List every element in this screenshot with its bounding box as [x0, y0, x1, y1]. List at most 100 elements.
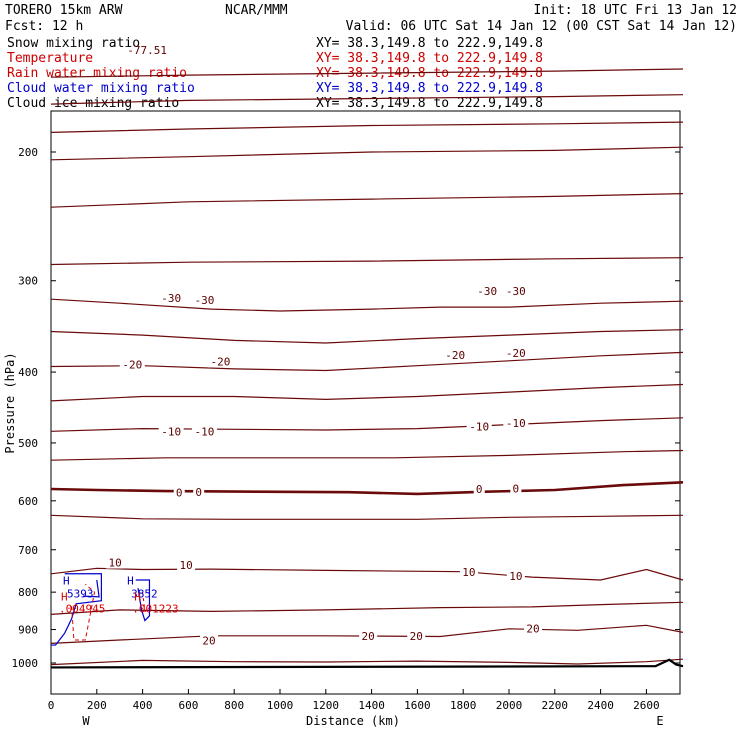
isotherm-10: [50, 567, 684, 581]
y-tick-label: 200: [18, 146, 38, 159]
isotherm--40: [50, 193, 684, 208]
contour-label: -30: [194, 294, 214, 307]
x-tick-label: 2600: [633, 699, 660, 712]
contour-label: 20: [362, 630, 375, 643]
org-label: NCAR/MMM: [225, 3, 288, 18]
west-label: W: [82, 714, 90, 728]
legend-xy-range: XY= 38.3,149.8 to 222.9,149.8: [316, 66, 543, 81]
contour-label: -10: [194, 426, 214, 439]
contour-label-bg: [407, 630, 426, 643]
y-tick-label: 900: [18, 624, 38, 637]
contour-label-bg: [474, 285, 500, 298]
contour-label: 0: [176, 486, 183, 499]
contour-label-bg: [173, 486, 185, 499]
contour-label: 20: [526, 623, 539, 636]
x-axis-label: Distance (km): [306, 714, 400, 728]
rain-water-max-value: .004945: [59, 602, 105, 615]
y-tick-label: 300: [18, 275, 38, 288]
axis-ticks: 0 200 400 600 800 1000 1200 1400 1600 1800 2000 220…: [12, 146, 680, 712]
isotherm--15: [50, 383, 684, 402]
contour-label-bg: [503, 416, 529, 429]
isotherm--60: [50, 68, 684, 78]
y-tick-label: 400: [18, 366, 38, 379]
forecast-hour: Fcst: 12 h: [5, 19, 83, 34]
isotherm--55: [50, 94, 684, 105]
cloud-water-contour: [83, 579, 100, 598]
cloud-water-max-value: 5393: [67, 588, 94, 601]
contour-label-bg: [207, 355, 233, 368]
contour-label: 0: [513, 483, 520, 496]
east-label: E: [656, 714, 663, 728]
contour-label-bg: [466, 420, 492, 433]
contour-label-bg: [442, 348, 468, 361]
rain-water-high-marker: H: [61, 590, 68, 603]
legend-xy-range: XY= 38.3,149.8 to 222.9,149.8: [316, 81, 543, 96]
contour-label-bg: [191, 294, 217, 307]
cloud-water-contour: [51, 573, 102, 646]
contour-label: 20: [410, 630, 423, 643]
contour-label-bg: [510, 482, 522, 495]
model-title: TORERO 15km ARW: [5, 3, 123, 18]
isotherm-25: [50, 658, 684, 666]
legend-field-name: Cloud water mixing ratio: [7, 81, 195, 96]
contour-label: -20: [506, 347, 526, 360]
x-tick-label: 2200: [542, 699, 569, 712]
contour-label-bg: [506, 570, 525, 583]
legend-field-name: Snow mixing ratio: [7, 36, 140, 51]
contour-label: 10: [462, 566, 475, 579]
contour-label: -20: [122, 359, 142, 372]
contour-label-bg: [503, 347, 529, 360]
contour-label: 10: [108, 557, 121, 570]
contour-label-bg: [524, 622, 543, 635]
legend-field-name: Temperature: [7, 51, 93, 66]
x-tick-label: 0: [48, 699, 55, 712]
isotherm-5: [50, 514, 684, 520]
terrain-profile: [50, 658, 684, 669]
y-tick-label: 800: [18, 586, 38, 599]
contour-label: -30: [477, 285, 497, 298]
x-tick-label: 800: [224, 699, 244, 712]
top-temperature-label: -77.51: [127, 44, 167, 57]
cloud-water-high-marker: H: [63, 575, 70, 588]
temperature-contours: [50, 68, 684, 666]
contour-label-bg: [177, 559, 196, 572]
isotherm--5: [50, 449, 684, 461]
legend-field-name: Rain water mixing ratio: [7, 66, 187, 81]
contour-label-bg: [106, 556, 125, 569]
terrain-line: [50, 658, 684, 669]
plot-frame: [50, 110, 681, 695]
legend-xy-range: XY= 38.3,149.8 to 222.9,149.8: [316, 36, 543, 51]
rain-water-contour: [142, 592, 150, 613]
isotherm--25: [50, 329, 684, 344]
x-tick-label: 2400: [587, 699, 614, 712]
contour-label: -20: [211, 355, 231, 368]
x-tick-label: 200: [87, 699, 107, 712]
contour-label: 0: [476, 483, 483, 496]
y-tick-label: 1000: [12, 657, 39, 670]
x-tick-label: 1800: [450, 699, 477, 712]
isotherm-20: [50, 624, 684, 644]
contour-label-bg: [158, 292, 184, 305]
cloud-water-max-value: 3852: [131, 588, 158, 601]
y-tick-label: 600: [18, 495, 38, 508]
rain-water-high-marker: H: [134, 590, 141, 603]
x-tick-label: 400: [133, 699, 153, 712]
x-tick-label: 600: [178, 699, 198, 712]
y-tick-label: 500: [18, 437, 38, 450]
isotherm--30: [50, 298, 684, 312]
x-tick-label: 2000: [496, 699, 523, 712]
legend-xy-range: XY= 38.3,149.8 to 222.9,149.8: [316, 51, 543, 66]
rain-water-max-value: .001223: [132, 602, 178, 615]
contour-labels: -30 -30-30 -30-20 -20-20 -20-10 -10 -10 -100 0 0 0…: [106, 44, 543, 648]
x-tick-label: 1000: [267, 699, 294, 712]
legend-xy-range: XY= 38.3,149.8 to 222.9,149.8: [316, 96, 543, 111]
x-tick-label: 1200: [313, 699, 340, 712]
contour-label-bg: [503, 285, 529, 298]
contour-label: 0: [195, 486, 202, 499]
x-tick-label: 1400: [358, 699, 385, 712]
x-tick-label: 1600: [404, 699, 431, 712]
contour-label: -10: [161, 426, 181, 439]
contour-label-bg: [359, 630, 378, 643]
contour-label: 20: [202, 635, 215, 648]
